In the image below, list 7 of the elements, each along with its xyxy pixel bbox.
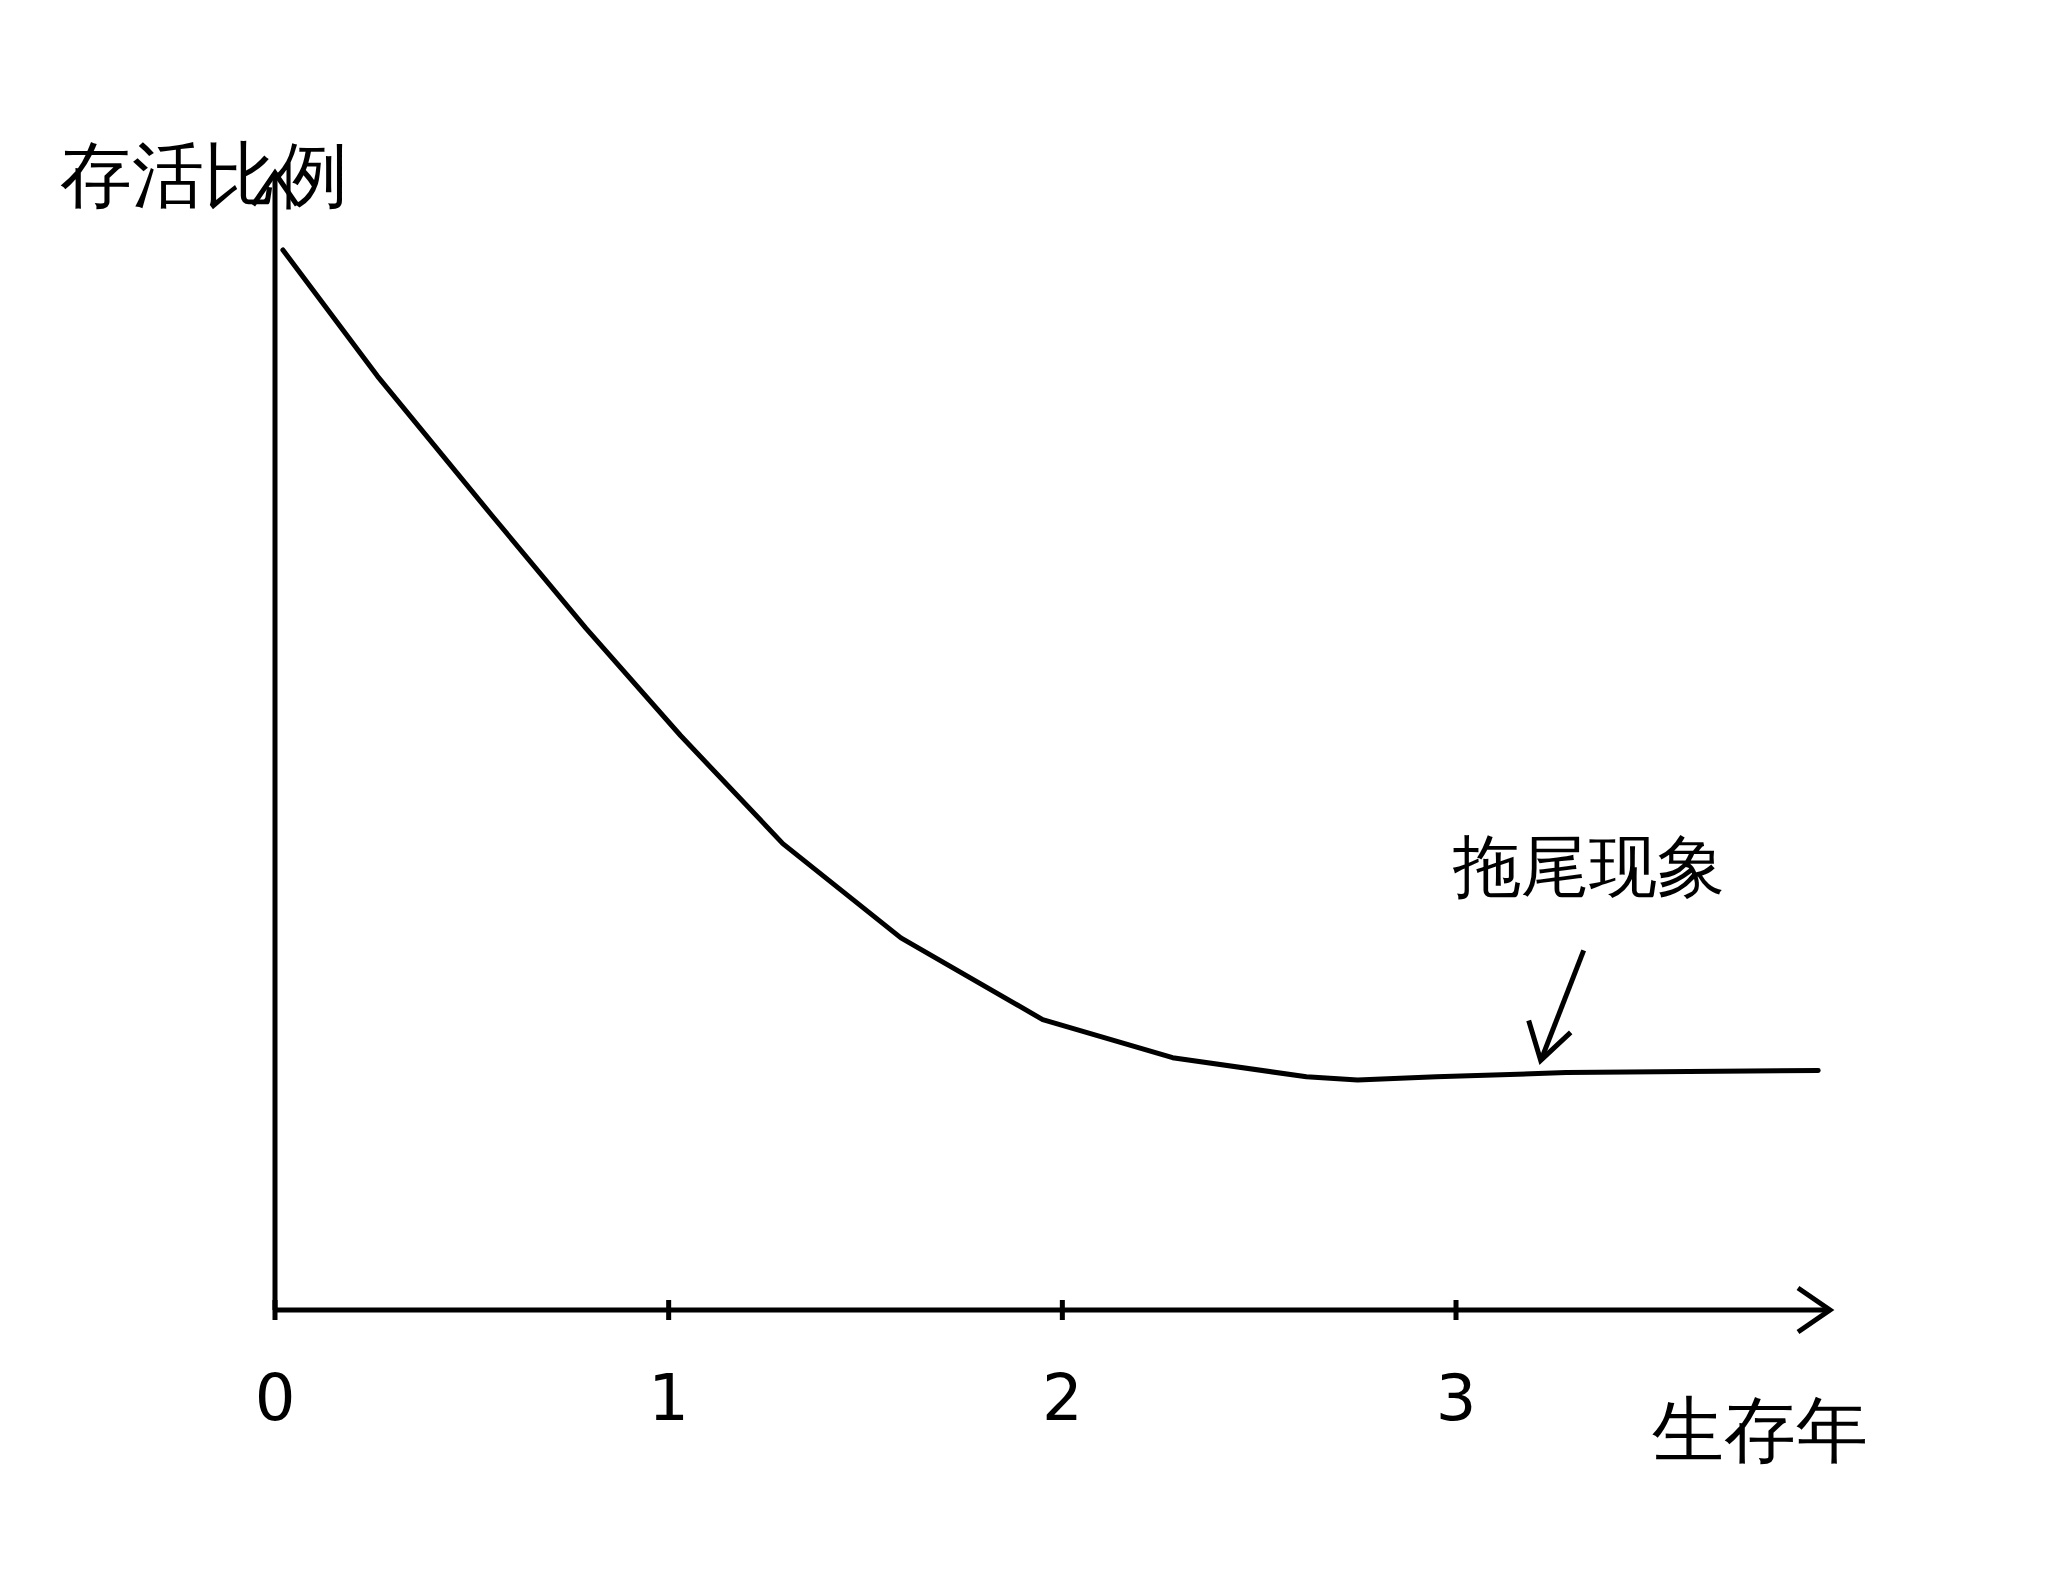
x-tick-label: 2 — [1041, 1361, 1083, 1435]
y-axis-title: 存活比例 — [60, 133, 348, 217]
x-tick-label: 1 — [648, 1361, 690, 1435]
annotation: 拖尾现象 — [1451, 827, 1725, 907]
x-tick-label: 3 — [1435, 1361, 1477, 1435]
x-axis-title: 生存年 — [1652, 1388, 1868, 1472]
x-tick-label: 0 — [254, 1361, 296, 1435]
